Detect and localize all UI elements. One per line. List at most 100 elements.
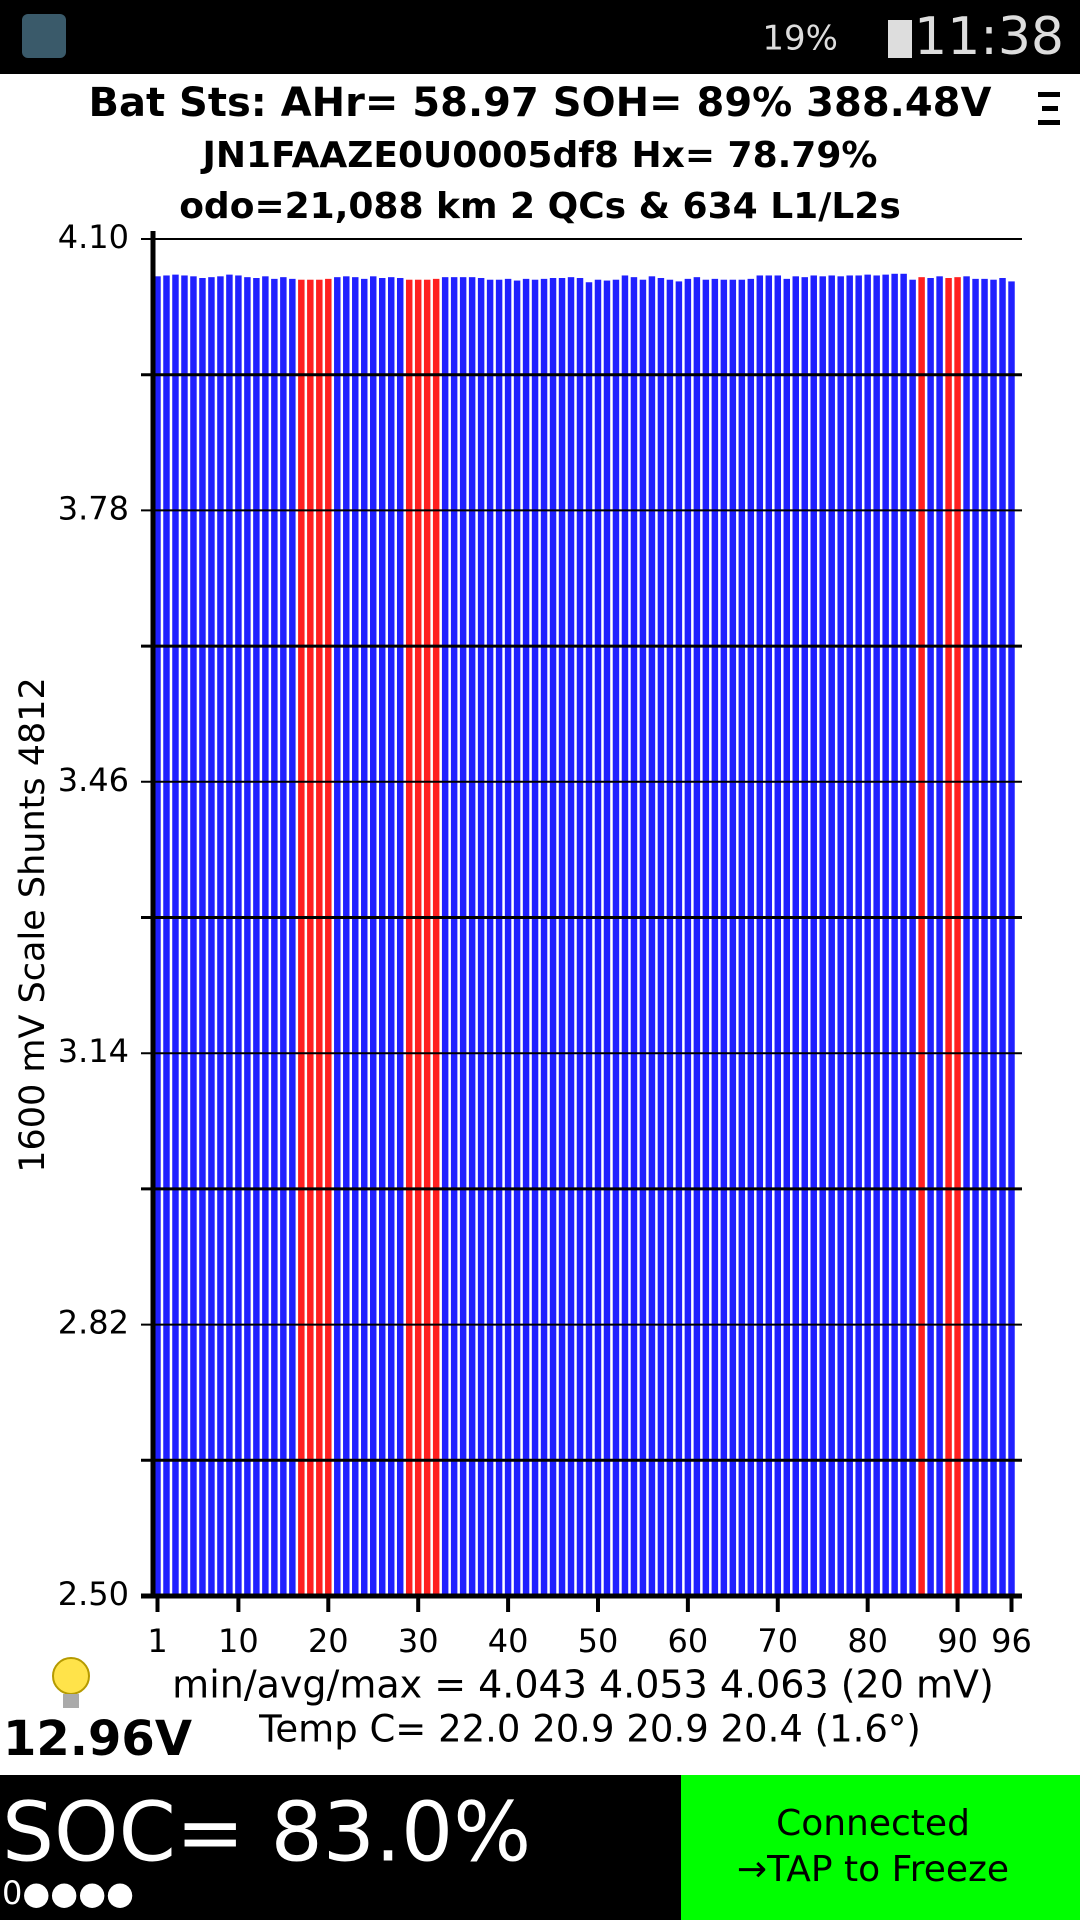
menu-bar[interactable]: [1042, 106, 1058, 111]
x-tick-label: 20: [308, 1622, 349, 1660]
bar: [513, 280, 521, 1597]
y-tick-label: 2.50: [58, 1575, 129, 1613]
bar: [603, 280, 611, 1597]
menu-bar[interactable]: [1038, 92, 1060, 97]
bar: [612, 279, 620, 1597]
header-line: odo=21,088 km 2 QCs & 634 L1/L2s: [179, 186, 901, 227]
bar: [459, 277, 467, 1596]
y-tick-label: 3.78: [58, 489, 129, 527]
y-tick-label: 3.46: [58, 761, 129, 799]
bulb-base: [63, 1694, 79, 1708]
x-tick-label: 50: [578, 1622, 619, 1660]
bar: [1008, 281, 1015, 1596]
bar: [522, 278, 530, 1597]
clock: 11:38: [914, 7, 1064, 67]
bar: [702, 279, 710, 1597]
bar: [396, 278, 404, 1596]
freeze-hint[interactable]: →TAP to Freeze: [737, 1849, 1009, 1890]
bar: [253, 278, 260, 1596]
bar: [711, 278, 719, 1597]
bar: [594, 279, 602, 1597]
bar: [918, 277, 925, 1596]
bar: [298, 279, 305, 1597]
bar: [414, 279, 422, 1597]
bar: [190, 276, 197, 1596]
x-tick-label: 40: [488, 1622, 529, 1660]
bar: [172, 274, 179, 1597]
bar: [477, 278, 485, 1596]
x-tick-label: 70: [757, 1622, 798, 1660]
bar: [720, 279, 728, 1597]
bar: [468, 277, 476, 1596]
bar: [684, 278, 692, 1597]
bar: [783, 278, 791, 1597]
x-tick-label: 30: [398, 1622, 439, 1660]
bar: [909, 279, 916, 1597]
bar: [963, 276, 970, 1596]
bar: [900, 273, 907, 1596]
x-tick-label: 96: [991, 1622, 1032, 1660]
bar: [792, 276, 799, 1596]
connection-status[interactable]: Connected: [776, 1803, 970, 1844]
bar: [226, 274, 233, 1597]
bar: [954, 277, 961, 1596]
bar: [729, 279, 737, 1597]
bar: [387, 277, 395, 1596]
y-tick-label: 4.10: [58, 218, 129, 256]
bar: [846, 275, 853, 1596]
bar: [181, 275, 188, 1596]
y-tick-label: 2.82: [58, 1304, 129, 1342]
menu-button[interactable]: [1038, 92, 1060, 125]
bar: [217, 276, 224, 1596]
bar: [675, 281, 683, 1596]
bar: [343, 276, 350, 1596]
bar: [432, 278, 440, 1597]
x-tick-label: 60: [668, 1622, 709, 1660]
y-tick-label: 3.14: [58, 1032, 129, 1070]
connect-panel[interactable]: [681, 1775, 1080, 1920]
bar: [378, 278, 386, 1596]
bar: [864, 274, 871, 1597]
x-tick-label: 1: [147, 1622, 167, 1660]
bar: [486, 279, 494, 1597]
bar: [154, 276, 161, 1596]
menu-bar[interactable]: [1038, 120, 1060, 125]
x-tick-label: 10: [218, 1622, 259, 1660]
bar: [873, 275, 880, 1596]
bar: [495, 279, 503, 1597]
stats-line: min/avg/max = 4.043 4.053 4.063 (20 mV): [172, 1663, 994, 1707]
bar: [801, 277, 808, 1596]
bar: [810, 275, 817, 1596]
battery-percent: 19%: [762, 19, 838, 59]
bar: [585, 282, 593, 1596]
bar: [693, 277, 701, 1596]
bar: [891, 273, 898, 1596]
battery-icon: [888, 20, 912, 58]
bar: [972, 278, 979, 1597]
bar: [405, 279, 413, 1597]
bar: [648, 276, 656, 1596]
bar: [927, 278, 934, 1596]
bar: [244, 277, 251, 1596]
bar: [450, 277, 458, 1596]
aux-voltage: 12.96V: [3, 1711, 192, 1767]
connect-button[interactable]: Connected →TAP to Freeze: [681, 1775, 1080, 1920]
x-tick-label: 80: [847, 1622, 888, 1660]
soc-value: SOC= 83.0%: [2, 1785, 531, 1880]
stats-line: Temp C= 22.0 20.9 20.9 20.4 (1.6°): [258, 1708, 921, 1751]
app-icon: [22, 14, 66, 58]
bar: [666, 279, 674, 1597]
bar: [639, 279, 647, 1597]
bar: [756, 275, 764, 1596]
bar: [828, 275, 835, 1596]
bar: [882, 274, 889, 1597]
bulb-icon: [52, 1657, 90, 1708]
bar: [540, 278, 548, 1597]
bar: [199, 278, 206, 1596]
bar: [855, 275, 862, 1596]
bar: [325, 278, 332, 1597]
plot: 1 10 20 30 40 50 60 70 80 90 96 2.50 2.82 3.14 3.46 3.7…: [58, 218, 1032, 1660]
bar: [208, 277, 215, 1596]
bar: [549, 278, 557, 1596]
